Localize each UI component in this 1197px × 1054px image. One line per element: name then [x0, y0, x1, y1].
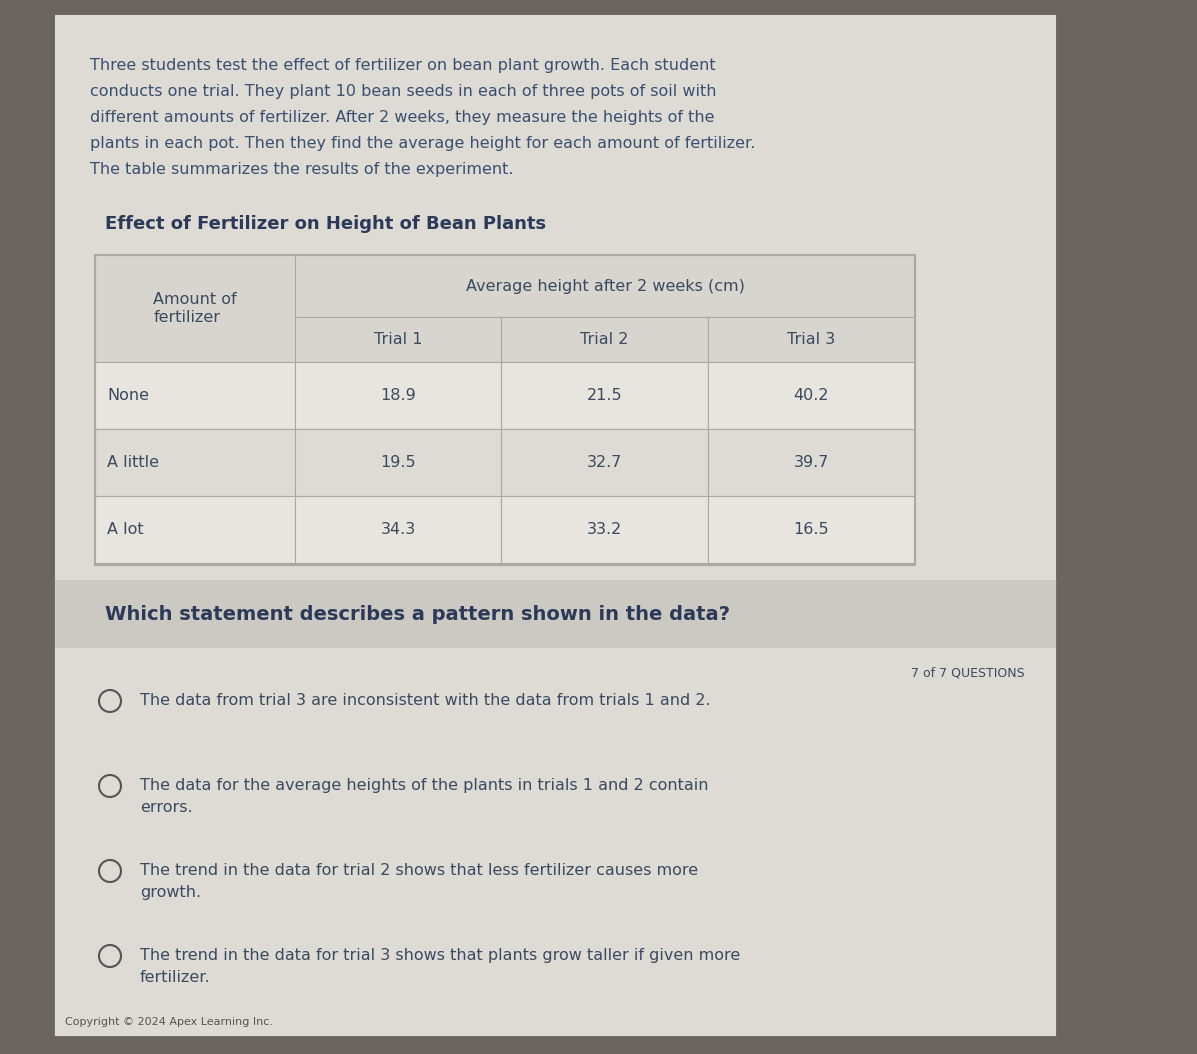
Text: 21.5: 21.5 — [587, 388, 622, 403]
Bar — [707, 496, 915, 563]
Bar — [294, 255, 915, 317]
Bar — [294, 317, 502, 362]
Bar — [707, 317, 915, 362]
Text: A lot: A lot — [107, 522, 144, 536]
Bar — [95, 255, 915, 565]
Text: 39.7: 39.7 — [794, 455, 830, 470]
Bar — [95, 496, 294, 563]
Text: The table summarizes the results of the experiment.: The table summarizes the results of the … — [90, 162, 514, 177]
Text: 40.2: 40.2 — [794, 388, 830, 403]
Text: Copyright © 2024 Apex Learning Inc.: Copyright © 2024 Apex Learning Inc. — [65, 1017, 273, 1027]
Text: errors.: errors. — [140, 800, 193, 815]
Bar — [95, 429, 294, 496]
Bar — [55, 648, 1055, 1035]
Text: 19.5: 19.5 — [381, 455, 415, 470]
Text: Trial 3: Trial 3 — [788, 332, 836, 347]
Text: growth.: growth. — [140, 885, 201, 900]
Bar — [95, 255, 294, 362]
Text: 34.3: 34.3 — [381, 522, 415, 536]
Bar — [707, 362, 915, 429]
Text: Trial 2: Trial 2 — [581, 332, 628, 347]
Text: The trend in the data for trial 2 shows that less fertilizer causes more: The trend in the data for trial 2 shows … — [140, 863, 698, 878]
Text: 7 of 7 QUESTIONS: 7 of 7 QUESTIONS — [911, 666, 1025, 679]
Text: A little: A little — [107, 455, 159, 470]
Bar — [294, 496, 502, 563]
Text: The trend in the data for trial 3 shows that plants grow taller if given more: The trend in the data for trial 3 shows … — [140, 948, 740, 963]
Bar — [95, 362, 294, 429]
Bar — [707, 429, 915, 496]
Text: Average height after 2 weeks (cm): Average height after 2 weeks (cm) — [466, 278, 745, 293]
Text: Which statement describes a pattern shown in the data?: Which statement describes a pattern show… — [105, 605, 730, 624]
Text: 32.7: 32.7 — [587, 455, 622, 470]
Text: 18.9: 18.9 — [381, 388, 415, 403]
Bar — [502, 362, 707, 429]
Text: 33.2: 33.2 — [587, 522, 622, 536]
Text: Three students test the effect of fertilizer on bean plant growth. Each student: Three students test the effect of fertil… — [90, 58, 716, 73]
Text: Amount of
fertilizer: Amount of fertilizer — [153, 292, 237, 325]
Bar — [55, 580, 1055, 648]
Bar — [502, 317, 707, 362]
Bar — [294, 429, 502, 496]
Bar — [294, 362, 502, 429]
Bar — [502, 429, 707, 496]
Text: Effect of Fertilizer on Height of Bean Plants: Effect of Fertilizer on Height of Bean P… — [105, 215, 546, 233]
Text: different amounts of fertilizer. After 2 weeks, they measure the heights of the: different amounts of fertilizer. After 2… — [90, 110, 715, 125]
Bar — [502, 496, 707, 563]
Text: conducts one trial. They plant 10 bean seeds in each of three pots of soil with: conducts one trial. They plant 10 bean s… — [90, 84, 717, 99]
Text: None: None — [107, 388, 148, 403]
Text: 16.5: 16.5 — [794, 522, 830, 536]
Text: The data for the average heights of the plants in trials 1 and 2 contain: The data for the average heights of the … — [140, 778, 709, 793]
Text: The data from trial 3 are inconsistent with the data from trials 1 and 2.: The data from trial 3 are inconsistent w… — [140, 692, 711, 708]
Text: Trial 1: Trial 1 — [373, 332, 423, 347]
Text: fertilizer.: fertilizer. — [140, 970, 211, 985]
Text: plants in each pot. Then they find the average height for each amount of fertili: plants in each pot. Then they find the a… — [90, 136, 755, 151]
Bar — [55, 15, 1055, 1035]
